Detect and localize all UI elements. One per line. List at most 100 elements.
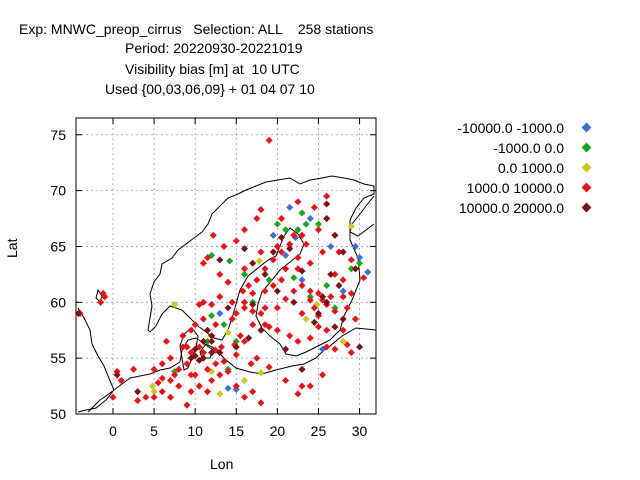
station-marker	[232, 309, 240, 318]
legend-marker-icon	[581, 162, 592, 173]
station-marker	[298, 231, 306, 239]
station-marker	[310, 203, 318, 211]
station-marker	[216, 293, 224, 301]
station-marker	[314, 226, 323, 234]
station-marker	[331, 323, 339, 331]
station-marker	[294, 254, 302, 262]
station-marker	[298, 267, 306, 275]
station-marker	[261, 265, 269, 273]
legend-entry: 0.0 1000.0	[395, 160, 600, 178]
y-tick-label: 50	[50, 406, 66, 422]
station-marker	[203, 326, 212, 334]
station-marker	[339, 315, 347, 323]
station-marker	[277, 248, 286, 256]
station-marker	[257, 309, 265, 318]
legend-marker-icon	[581, 202, 592, 213]
station-marker	[199, 354, 207, 362]
y-tick-label: 55	[50, 350, 66, 366]
station-marker	[298, 382, 306, 390]
station-marker	[245, 282, 253, 290]
x-axis-title: Lon	[210, 456, 234, 472]
x-tick-label: 20	[270, 423, 286, 439]
station-marker	[208, 337, 216, 345]
x-tick-label: 25	[311, 423, 327, 439]
station-marker	[216, 390, 224, 398]
station-marker	[240, 304, 249, 312]
station-marker	[314, 220, 323, 228]
station-marker	[249, 301, 257, 309]
station-marker	[216, 309, 224, 318]
station-marker	[343, 341, 351, 349]
station-marker	[265, 276, 273, 284]
station-marker	[158, 360, 166, 368]
station-marker	[360, 274, 368, 282]
station-marker	[253, 214, 261, 223]
station-marker	[314, 323, 323, 331]
station-marker	[306, 287, 314, 295]
y-tick-label: 60	[50, 294, 66, 310]
station-marker	[257, 399, 265, 407]
station-marker	[150, 393, 158, 401]
station-marker	[319, 248, 327, 256]
station-marker	[187, 349, 195, 357]
station-marker	[240, 393, 249, 401]
station-marker	[269, 282, 277, 290]
station-marker	[356, 343, 364, 351]
station-marker	[273, 287, 281, 295]
axis-ticks: 0 5 10 15 20 25 30 50 55 60 65 70 75	[50, 118, 376, 439]
station-marker	[216, 349, 224, 357]
station-marker	[154, 379, 162, 387]
station-marker	[269, 231, 277, 239]
station-marker	[277, 214, 286, 223]
station-marker	[129, 365, 138, 373]
station-marker	[273, 326, 281, 334]
station-marker	[277, 276, 286, 284]
station-marker	[166, 393, 175, 401]
station-marker	[255, 257, 263, 265]
station-marker	[273, 242, 281, 250]
station-marker	[224, 384, 232, 392]
station-marker	[347, 349, 355, 357]
station-marker	[232, 237, 240, 245]
station-marker	[331, 345, 339, 353]
x-tick-label: 15	[228, 423, 244, 439]
station-marker	[187, 326, 195, 334]
station-marker	[273, 220, 281, 228]
plot-frame	[75, 117, 377, 415]
station-marker	[74, 309, 83, 318]
station-marker	[208, 332, 216, 340]
station-points	[74, 136, 372, 409]
station-marker	[306, 214, 314, 223]
station-marker	[265, 363, 273, 371]
station-marker	[310, 318, 318, 326]
station-marker	[183, 343, 191, 351]
station-marker	[166, 354, 175, 362]
station-marker	[257, 206, 265, 214]
great-britain-coastline	[77, 307, 115, 413]
station-marker	[249, 388, 257, 396]
station-marker	[290, 298, 298, 306]
station-marker	[179, 332, 187, 340]
station-marker	[323, 343, 331, 351]
station-marker	[240, 265, 249, 273]
station-marker	[158, 388, 166, 396]
station-marker	[347, 222, 355, 230]
station-marker	[249, 321, 257, 329]
station-marker	[134, 388, 142, 396]
station-marker	[339, 326, 347, 334]
x-tick-label: 30	[352, 423, 368, 439]
station-marker	[203, 365, 212, 373]
station-marker	[228, 315, 236, 323]
station-marker	[224, 278, 232, 286]
y-tick-label: 70	[50, 183, 66, 199]
station-marker	[282, 376, 290, 385]
station-marker	[331, 231, 339, 239]
station-marker	[175, 365, 183, 373]
station-marker	[319, 293, 327, 301]
station-marker	[240, 298, 249, 306]
station-marker	[286, 332, 294, 340]
station-marker	[158, 374, 166, 382]
station-marker	[203, 337, 212, 345]
legend-label: -10000.0 -1000.0	[457, 120, 564, 136]
